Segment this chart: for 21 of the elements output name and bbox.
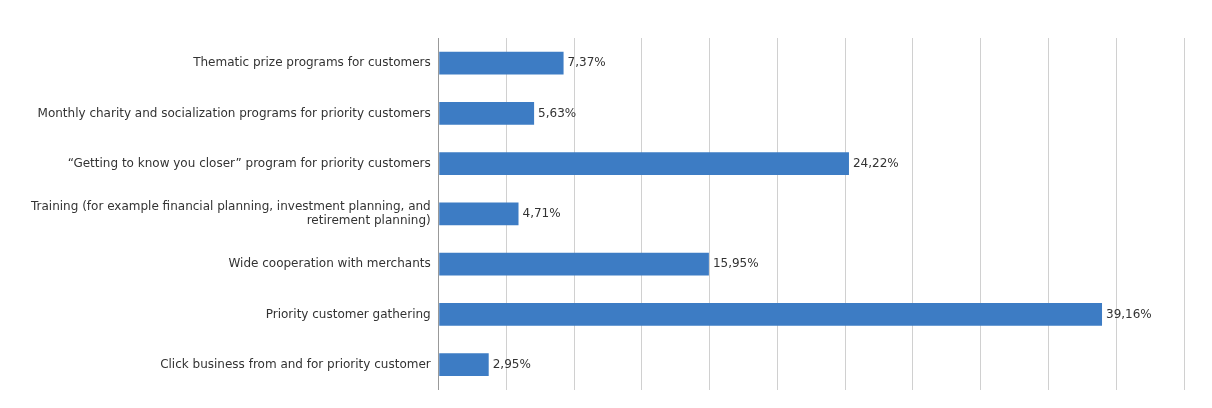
data-label: 7,37% — [567, 55, 606, 70]
bar — [439, 353, 489, 376]
y-tick-label: “Getting to know you closer” program for priority customers — [67, 155, 431, 170]
y-tick-label: Training (for example financial planning, investment planning, and retirement planning) — [29, 198, 431, 228]
y-tick-label: Wide cooperation with merchants — [228, 256, 431, 271]
bar — [439, 303, 1103, 326]
bar — [439, 51, 564, 75]
data-label: 4,71% — [522, 206, 561, 221]
y-tick-label: Priority customer gathering — [265, 306, 431, 321]
data-label: 24,22% — [852, 155, 899, 170]
bar — [439, 102, 535, 125]
y-tick-label: Click business from and for priority customer — [160, 356, 431, 371]
y-tick-label: Monthly charity and socialization programs for priority customers — [37, 105, 431, 120]
bar — [439, 202, 519, 226]
data-label: 39,16% — [1106, 306, 1152, 321]
bar — [439, 252, 709, 276]
bar — [439, 152, 849, 175]
data-label: 2,95% — [492, 356, 531, 371]
y-tick-label: Thematic prize programs for customers — [192, 55, 431, 70]
data-label: 5,63% — [538, 105, 577, 120]
data-label: 15,95% — [712, 256, 759, 271]
